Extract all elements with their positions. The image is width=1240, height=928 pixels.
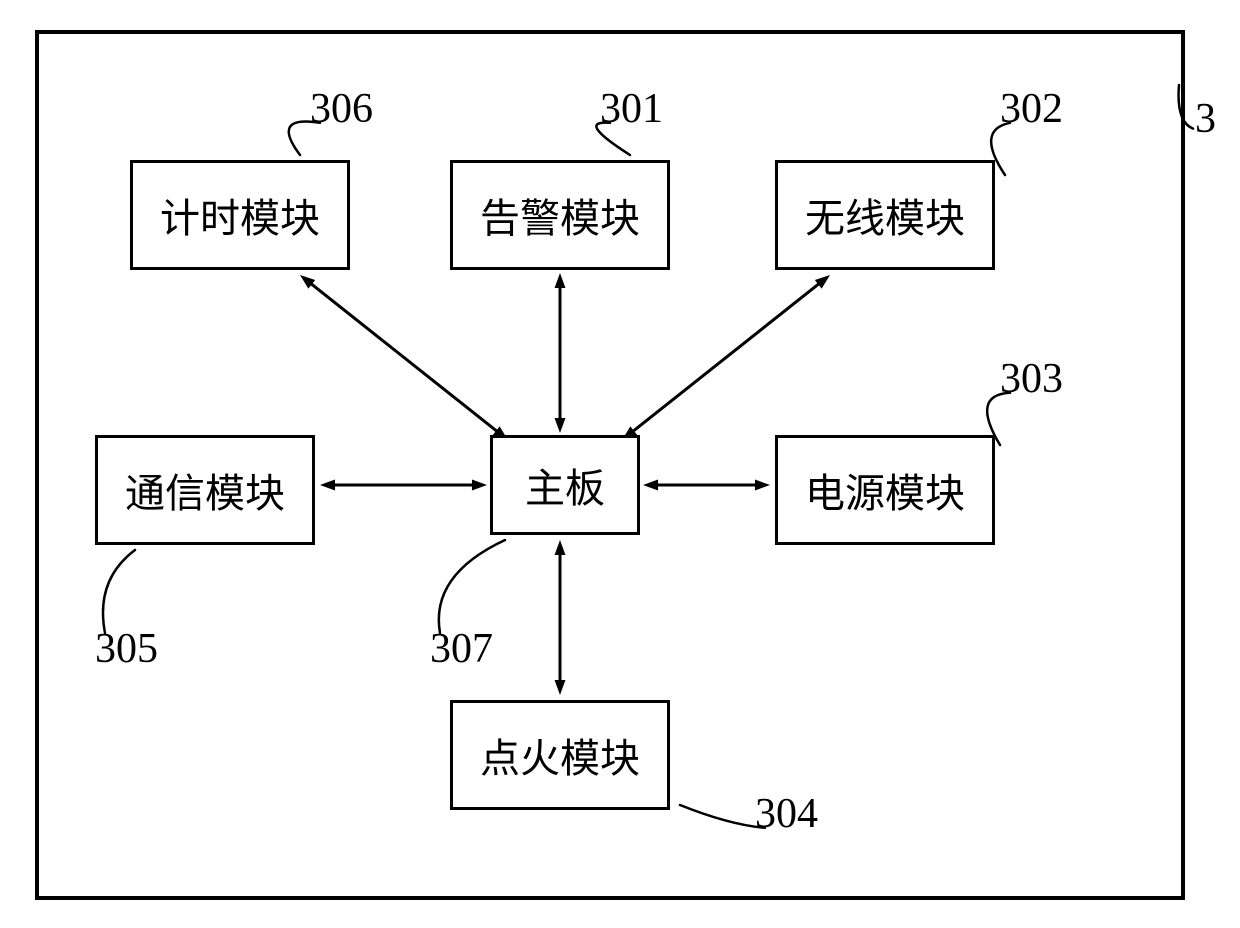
node-wireless-label: 无线模块 — [805, 186, 965, 244]
ref-305: 305 — [95, 625, 158, 673]
node-main-label: 主板 — [525, 456, 605, 514]
node-power-label: 电源模块 — [805, 461, 965, 519]
ref-302: 302 — [1000, 85, 1063, 133]
node-alarm: 告警模块 — [450, 160, 670, 270]
node-comm-label: 通信模块 — [125, 461, 285, 519]
diagram-canvas: 计时模块 告警模块 无线模块 通信模块 主板 电源模块 点火模块 3 301 3… — [0, 0, 1240, 928]
ref-303: 303 — [1000, 355, 1063, 403]
node-ignite-label: 点火模块 — [480, 726, 640, 784]
node-comm: 通信模块 — [95, 435, 315, 545]
node-power: 电源模块 — [775, 435, 995, 545]
node-main: 主板 — [490, 435, 640, 535]
node-alarm-label: 告警模块 — [480, 186, 640, 244]
node-ignite: 点火模块 — [450, 700, 670, 810]
ref-306: 306 — [310, 85, 373, 133]
ref-304: 304 — [755, 790, 818, 838]
ref-outer: 3 — [1195, 95, 1216, 143]
node-wireless: 无线模块 — [775, 160, 995, 270]
ref-301: 301 — [600, 85, 663, 133]
node-timing: 计时模块 — [130, 160, 350, 270]
ref-307: 307 — [430, 625, 493, 673]
node-timing-label: 计时模块 — [160, 186, 320, 244]
